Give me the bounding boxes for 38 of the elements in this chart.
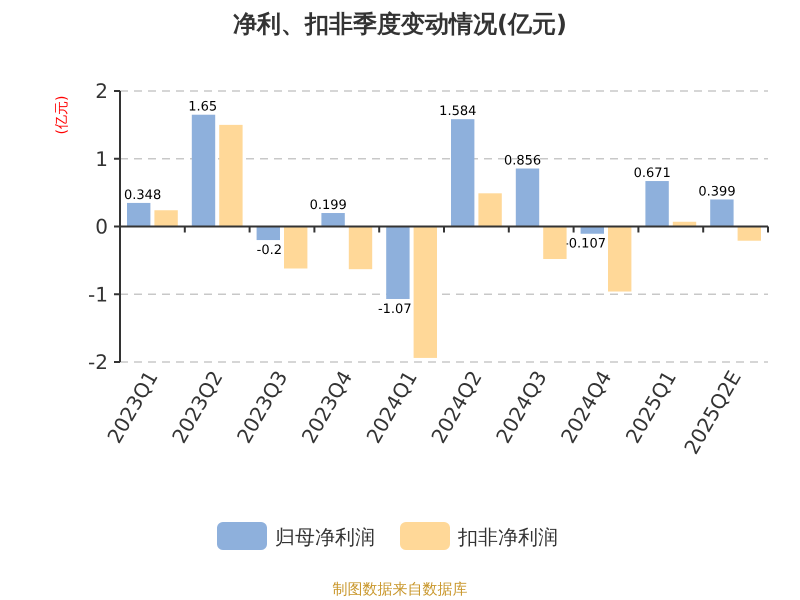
bar bbox=[710, 199, 734, 226]
y-tick-label: -1 bbox=[88, 282, 108, 306]
bar bbox=[321, 213, 345, 226]
legend-label: 归母净利润 bbox=[275, 525, 375, 549]
bar bbox=[414, 226, 437, 358]
data-label: -1.07 bbox=[378, 302, 412, 317]
bar bbox=[154, 210, 178, 226]
bar bbox=[478, 193, 502, 226]
bar bbox=[256, 226, 280, 240]
data-label: 0.856 bbox=[504, 154, 542, 169]
bar bbox=[543, 226, 567, 260]
y-axis-title: (亿元) bbox=[54, 96, 70, 134]
bar bbox=[284, 226, 308, 269]
y-tick-label: 1 bbox=[95, 146, 108, 171]
bar bbox=[738, 226, 761, 241]
y-tick-label: 2 bbox=[95, 79, 108, 103]
y-tick-label: 0 bbox=[95, 214, 108, 238]
bar bbox=[127, 202, 150, 226]
bar bbox=[348, 226, 372, 270]
text: 制图数据来自数据库 bbox=[332, 580, 468, 598]
data-label: 0.671 bbox=[634, 166, 671, 182]
bar bbox=[451, 119, 474, 226]
bar bbox=[386, 226, 410, 299]
bar bbox=[645, 181, 669, 226]
data-label: 1.65 bbox=[188, 100, 218, 115]
data-label: 0.348 bbox=[124, 188, 162, 203]
data-label: -0.107 bbox=[564, 236, 606, 252]
legend-label: 扣非净利润 bbox=[457, 525, 558, 549]
bar bbox=[516, 168, 540, 226]
data-label: 0.399 bbox=[698, 184, 736, 200]
chart-title: 净利、扣非季度变动情况(亿元) bbox=[233, 10, 567, 38]
bar bbox=[608, 226, 632, 292]
y-tick-label: -2 bbox=[88, 350, 108, 374]
data-label: 1.584 bbox=[439, 104, 476, 120]
data-label: -0.2 bbox=[256, 243, 282, 258]
bar bbox=[219, 124, 243, 226]
bar bbox=[192, 114, 216, 226]
data-label: 0.199 bbox=[310, 198, 347, 214]
